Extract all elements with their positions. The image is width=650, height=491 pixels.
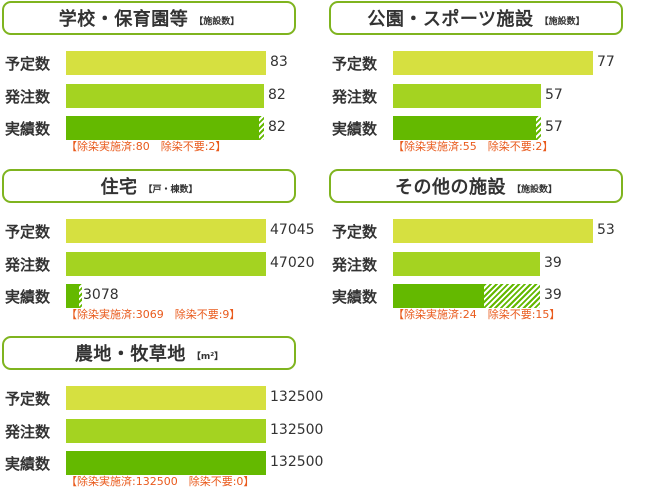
bar-plan — [393, 51, 593, 75]
panel-parks: 公園・スポーツ施設 【施設数】予定数 77 発注数 57 実績数 57 【除染実施済:55 除… — [327, 0, 627, 156]
panel-farmland: 農地・牧草地 【m²】予定数 132500 発注数 132500 実績数 132500 【除染… — [0, 335, 323, 491]
bar-label-actual: 実績数 — [332, 288, 378, 306]
panel-unit: 【施設数】 — [194, 16, 240, 27]
panel-unit: 【m²】 — [191, 351, 224, 362]
bar-row-order: 発注数 82 — [0, 84, 310, 108]
bar-row-actual: 実績数 39 — [327, 284, 637, 308]
bar-label-plan: 予定数 — [5, 390, 51, 408]
bar-value-actual: 39 — [544, 287, 562, 303]
bar-row-plan: 予定数 53 — [327, 219, 637, 243]
bar-value-plan: 83 — [270, 54, 288, 70]
bar-row-plan: 予定数 77 — [327, 51, 637, 75]
panel-unit: 【施設数】 — [511, 184, 557, 195]
bar-order — [393, 252, 540, 276]
bar-label-actual: 実績数 — [5, 288, 51, 306]
bar-label-plan: 予定数 — [332, 223, 378, 241]
bar-row-plan: 予定数 83 — [0, 51, 310, 75]
bar-row-order: 発注数 47020 — [0, 252, 315, 276]
bar-value-plan: 132500 — [270, 389, 324, 405]
bar-actual — [66, 116, 264, 140]
panel-header: 住宅 【戸・棟数】 — [2, 169, 296, 203]
bar-order — [66, 419, 266, 443]
breakdown-note: 【除染実施済:3069 除染不要:9】 — [66, 308, 241, 321]
bar-label-actual: 実績数 — [332, 120, 378, 138]
bar-label-order: 発注数 — [5, 256, 51, 274]
bar-row-plan: 予定数 132500 — [0, 386, 323, 410]
bar-plan — [66, 51, 266, 75]
bar-label-order: 発注数 — [5, 88, 51, 106]
bar-value-plan: 53 — [597, 222, 615, 238]
bar-label-actual: 実績数 — [5, 120, 51, 138]
bar-value-order: 57 — [545, 87, 563, 103]
panel-header: 学校・保育園等 【施設数】 — [2, 1, 296, 35]
breakdown-note: 【除染実施済:24 除染不要:15】 — [393, 308, 561, 321]
bar-label-order: 発注数 — [5, 423, 51, 441]
bar-label-order: 発注数 — [332, 88, 378, 106]
bar-value-plan: 77 — [597, 54, 615, 70]
panel-housing: 住宅 【戸・棟数】予定数 47045 発注数 47020 実績数 3078 【除染実施済:30… — [0, 168, 315, 324]
breakdown-note: 【除染実施済:55 除染不要:2】 — [393, 140, 554, 153]
bar-value-plan: 47045 — [270, 222, 315, 238]
panel-header: その他の施設 【施設数】 — [329, 169, 623, 203]
bar-label-plan: 予定数 — [5, 223, 51, 241]
bar-actual — [66, 284, 79, 308]
panel-other-facilities: その他の施設 【施設数】予定数 53 発注数 39 実績数 39 【除染実施済:24 除染不要… — [327, 168, 627, 324]
bar-row-order: 発注数 132500 — [0, 419, 323, 443]
panel-title: その他の施設 — [394, 177, 506, 198]
bar-label-plan: 予定数 — [5, 55, 51, 73]
bar-row-actual: 実績数 132500 — [0, 451, 323, 475]
bar-actual-unneeded-hatch — [79, 284, 82, 308]
bar-value-order: 39 — [544, 255, 562, 271]
bar-value-actual: 132500 — [270, 454, 324, 470]
bar-actual-unneeded-hatch — [259, 116, 264, 140]
bar-order — [66, 252, 266, 276]
bar-order — [66, 84, 264, 108]
panel-unit: 【施設数】 — [539, 16, 585, 27]
bar-order — [393, 84, 541, 108]
bar-plan — [66, 219, 266, 243]
bar-value-actual: 82 — [268, 119, 286, 135]
bar-value-order: 82 — [268, 87, 286, 103]
bar-actual-unneeded-hatch — [536, 116, 541, 140]
bar-actual-unneeded-hatch — [484, 284, 540, 308]
bar-row-plan: 予定数 47045 — [0, 219, 315, 243]
bar-value-actual: 3078 — [83, 287, 119, 303]
bar-actual — [393, 116, 541, 140]
bar-actual — [66, 451, 266, 475]
panel-unit: 【戸・棟数】 — [143, 184, 198, 195]
bar-plan — [66, 386, 266, 410]
bar-row-order: 発注数 39 — [327, 252, 637, 276]
bar-label-order: 発注数 — [332, 256, 378, 274]
bar-value-actual: 57 — [545, 119, 563, 135]
bar-label-plan: 予定数 — [332, 55, 378, 73]
breakdown-note: 【除染実施済:80 除染不要:2】 — [66, 140, 227, 153]
panel-title: 公園・スポーツ施設 — [367, 9, 534, 30]
breakdown-note: 【除染実施済:132500 除染不要:0】 — [66, 475, 255, 488]
bar-row-order: 発注数 57 — [327, 84, 637, 108]
panel-schools: 学校・保育園等 【施設数】予定数 83 発注数 82 実績数 82 【除染実施済:80 除染不… — [0, 0, 300, 156]
panel-header: 農地・牧草地 【m²】 — [2, 336, 296, 370]
bar-label-actual: 実績数 — [5, 455, 51, 473]
bar-plan — [393, 219, 593, 243]
panel-title: 学校・保育園等 — [58, 9, 189, 30]
bar-row-actual: 実績数 82 — [0, 116, 310, 140]
bar-row-actual: 実績数 3078 — [0, 284, 310, 308]
panel-title: 住宅 — [100, 177, 138, 198]
panel-header: 公園・スポーツ施設 【施設数】 — [329, 1, 623, 35]
panel-title: 農地・牧草地 — [74, 344, 186, 365]
bar-value-order: 47020 — [270, 255, 315, 271]
bar-value-order: 132500 — [270, 422, 324, 438]
bar-row-actual: 実績数 57 — [327, 116, 637, 140]
